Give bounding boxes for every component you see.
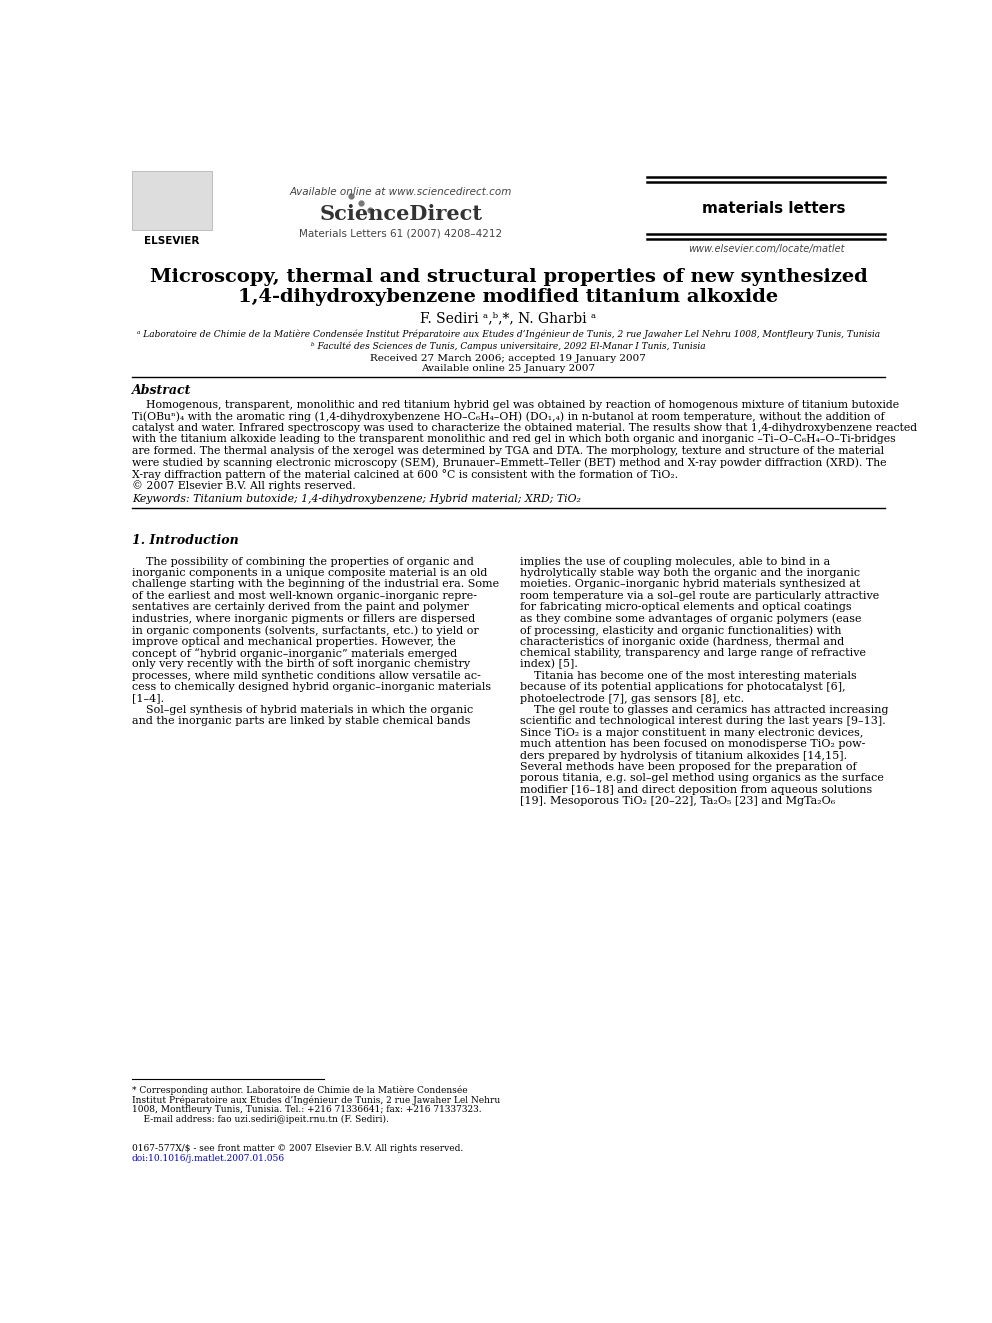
Text: because of its potential applications for photocatalyst [6],: because of its potential applications fo… [520,683,845,692]
Text: Titania has become one of the most interesting materials: Titania has become one of the most inter… [520,671,857,681]
Text: are formed. The thermal analysis of the xerogel was determined by TGA and DTA. T: are formed. The thermal analysis of the … [132,446,884,456]
Text: index) [5].: index) [5]. [520,659,577,669]
Text: in organic components (solvents, surfactants, etc.) to yield or: in organic components (solvents, surfact… [132,626,478,635]
Text: Materials Letters 61 (2007) 4208–4212: Materials Letters 61 (2007) 4208–4212 [300,228,502,238]
Text: Keywords: Titanium butoxide; 1,4-dihydroxybenzene; Hybrid material; XRD; TiO₂: Keywords: Titanium butoxide; 1,4-dihydro… [132,493,580,504]
Text: photoelectrode [7], gas sensors [8], etc.: photoelectrode [7], gas sensors [8], etc… [520,693,744,704]
Text: doi:10.1016/j.matlet.2007.01.056: doi:10.1016/j.matlet.2007.01.056 [132,1154,285,1163]
Text: moieties. Organic–inorganic hybrid materials synthesized at: moieties. Organic–inorganic hybrid mater… [520,579,860,590]
Text: www.elsevier.com/locate/matlet: www.elsevier.com/locate/matlet [687,245,844,254]
Text: Homogenous, transparent, monolithic and red titanium hybrid gel was obtained by : Homogenous, transparent, monolithic and … [132,400,899,410]
Text: ᵇ Faculté des Sciences de Tunis, Campus universitaire, 2092 El-Manar I Tunis, Tu: ᵇ Faculté des Sciences de Tunis, Campus … [311,341,705,351]
Text: with the titanium alkoxide leading to the transparent monolithic and red gel in : with the titanium alkoxide leading to th… [132,434,896,445]
Text: characteristics of inorganic oxide (hardness, thermal and: characteristics of inorganic oxide (hard… [520,636,844,647]
Text: porous titania, e.g. sol–gel method using organics as the surface: porous titania, e.g. sol–gel method usin… [520,774,884,783]
Text: concept of “hybrid organic–inorganic” materials emerged: concept of “hybrid organic–inorganic” ma… [132,648,457,659]
Text: were studied by scanning electronic microscopy (SEM), Brunauer–Emmett–Teller (BE: were studied by scanning electronic micr… [132,458,886,468]
Text: 0167-577X/$ - see front matter © 2007 Elsevier B.V. All rights reserved.: 0167-577X/$ - see front matter © 2007 El… [132,1144,463,1152]
Text: cess to chemically designed hybrid organic–inorganic materials: cess to chemically designed hybrid organ… [132,683,491,692]
Text: catalyst and water. Infrared spectroscopy was used to characterize the obtained : catalyst and water. Infrared spectroscop… [132,423,917,433]
Text: [19]. Mesoporous TiO₂ [20–22], Ta₂O₅ [23] and MgTa₂O₆: [19]. Mesoporous TiO₂ [20–22], Ta₂O₅ [23… [520,796,835,806]
Text: as they combine some advantages of organic polymers (ease: as they combine some advantages of organ… [520,614,861,624]
Text: materials letters: materials letters [702,201,845,216]
Text: ders prepared by hydrolysis of titanium alkoxides [14,15].: ders prepared by hydrolysis of titanium … [520,750,847,761]
Text: Ti(OBuⁿ)₄ with the aromatic ring (1,4-dihydroxybenzene HO–C₆H₄–OH) (DO₁,₄) in n-: Ti(OBuⁿ)₄ with the aromatic ring (1,4-di… [132,411,884,422]
Text: only very recently with the birth of soft inorganic chemistry: only very recently with the birth of sof… [132,659,470,669]
Text: improve optical and mechanical properties. However, the: improve optical and mechanical propertie… [132,636,455,647]
Text: ScienceDirect: ScienceDirect [319,204,482,224]
Text: E-mail address: fao uzi.sediri@ipeit.rnu.tn (F. Sediri).: E-mail address: fao uzi.sediri@ipeit.rnu… [132,1115,389,1125]
Text: room temperature via a sol–gel route are particularly attractive: room temperature via a sol–gel route are… [520,591,879,601]
Text: F. Sediri ᵃ,ᵇ,*, N. Gharbi ᵃ: F. Sediri ᵃ,ᵇ,*, N. Gharbi ᵃ [421,312,596,325]
Text: 1,4-dihydroxybenzene modified titanium alkoxide: 1,4-dihydroxybenzene modified titanium a… [238,288,779,306]
Text: Available online 25 January 2007: Available online 25 January 2007 [422,364,595,373]
Text: [1–4].: [1–4]. [132,693,164,704]
Text: ᵃ Laboratoire de Chimie de la Matière Condensée Institut Préparatoire aux Etudes: ᵃ Laboratoire de Chimie de la Matière Co… [137,329,880,340]
Text: Since TiO₂ is a major constituent in many electronic devices,: Since TiO₂ is a major constituent in man… [520,728,863,738]
Text: implies the use of coupling molecules, able to bind in a: implies the use of coupling molecules, a… [520,557,830,566]
Text: hydrolytically stable way both the organic and the inorganic: hydrolytically stable way both the organ… [520,568,860,578]
Text: 1. Introduction: 1. Introduction [132,534,238,548]
FancyBboxPatch shape [132,171,212,230]
Text: The possibility of combining the properties of organic and: The possibility of combining the propert… [132,557,473,566]
Text: modifier [16–18] and direct deposition from aqueous solutions: modifier [16–18] and direct deposition f… [520,785,872,795]
Text: Available online at www.sciencedirect.com: Available online at www.sciencedirect.co… [290,188,512,197]
Text: inorganic components in a unique composite material is an old: inorganic components in a unique composi… [132,568,487,578]
Text: Microscopy, thermal and structural properties of new synthesized: Microscopy, thermal and structural prope… [150,267,867,286]
Text: of the earliest and most well-known organic–inorganic repre-: of the earliest and most well-known orga… [132,591,477,601]
Text: sentatives are certainly derived from the paint and polymer: sentatives are certainly derived from th… [132,602,468,613]
Text: Several methods have been proposed for the preparation of: Several methods have been proposed for t… [520,762,856,773]
Text: Sol–gel synthesis of hybrid materials in which the organic: Sol–gel synthesis of hybrid materials in… [132,705,473,714]
Text: Received 27 March 2006; accepted 19 January 2007: Received 27 March 2006; accepted 19 Janu… [370,355,647,364]
Text: Institut Préparatoire aux Etudes d’Ingénieur de Tunis, 2 rue Jawaher Lel Nehru: Institut Préparatoire aux Etudes d’Ingén… [132,1095,500,1105]
Text: of processing, elasticity and organic functionalities) with: of processing, elasticity and organic fu… [520,626,841,635]
Text: scientific and technological interest during the last years [9–13].: scientific and technological interest du… [520,716,886,726]
Text: Abstract: Abstract [132,384,191,397]
Text: chemical stability, transparency and large range of refractive: chemical stability, transparency and lar… [520,648,866,658]
Text: The gel route to glasses and ceramics has attracted increasing: The gel route to glasses and ceramics ha… [520,705,889,714]
Text: ELSEVIER: ELSEVIER [144,237,199,246]
Text: 1008, Montfleury Tunis, Tunisia. Tel.: +216 71336641; fax: +216 71337323.: 1008, Montfleury Tunis, Tunisia. Tel.: +… [132,1105,481,1114]
Text: and the inorganic parts are linked by stable chemical bands: and the inorganic parts are linked by st… [132,716,470,726]
Text: much attention has been focused on monodisperse TiO₂ pow-: much attention has been focused on monod… [520,740,865,749]
Text: for fabricating micro-optical elements and optical coatings: for fabricating micro-optical elements a… [520,602,851,613]
Text: processes, where mild synthetic conditions allow versatile ac-: processes, where mild synthetic conditio… [132,671,480,681]
Text: industries, where inorganic pigments or fillers are dispersed: industries, where inorganic pigments or … [132,614,475,623]
Text: challenge starting with the beginning of the industrial era. Some: challenge starting with the beginning of… [132,579,499,590]
Text: X-ray diffraction pattern of the material calcined at 600 °C is consistent with : X-ray diffraction pattern of the materia… [132,468,678,479]
Text: © 2007 Elsevier B.V. All rights reserved.: © 2007 Elsevier B.V. All rights reserved… [132,480,355,491]
Text: * Corresponding author. Laboratoire de Chimie de la Matière Condensée: * Corresponding author. Laboratoire de C… [132,1086,467,1095]
